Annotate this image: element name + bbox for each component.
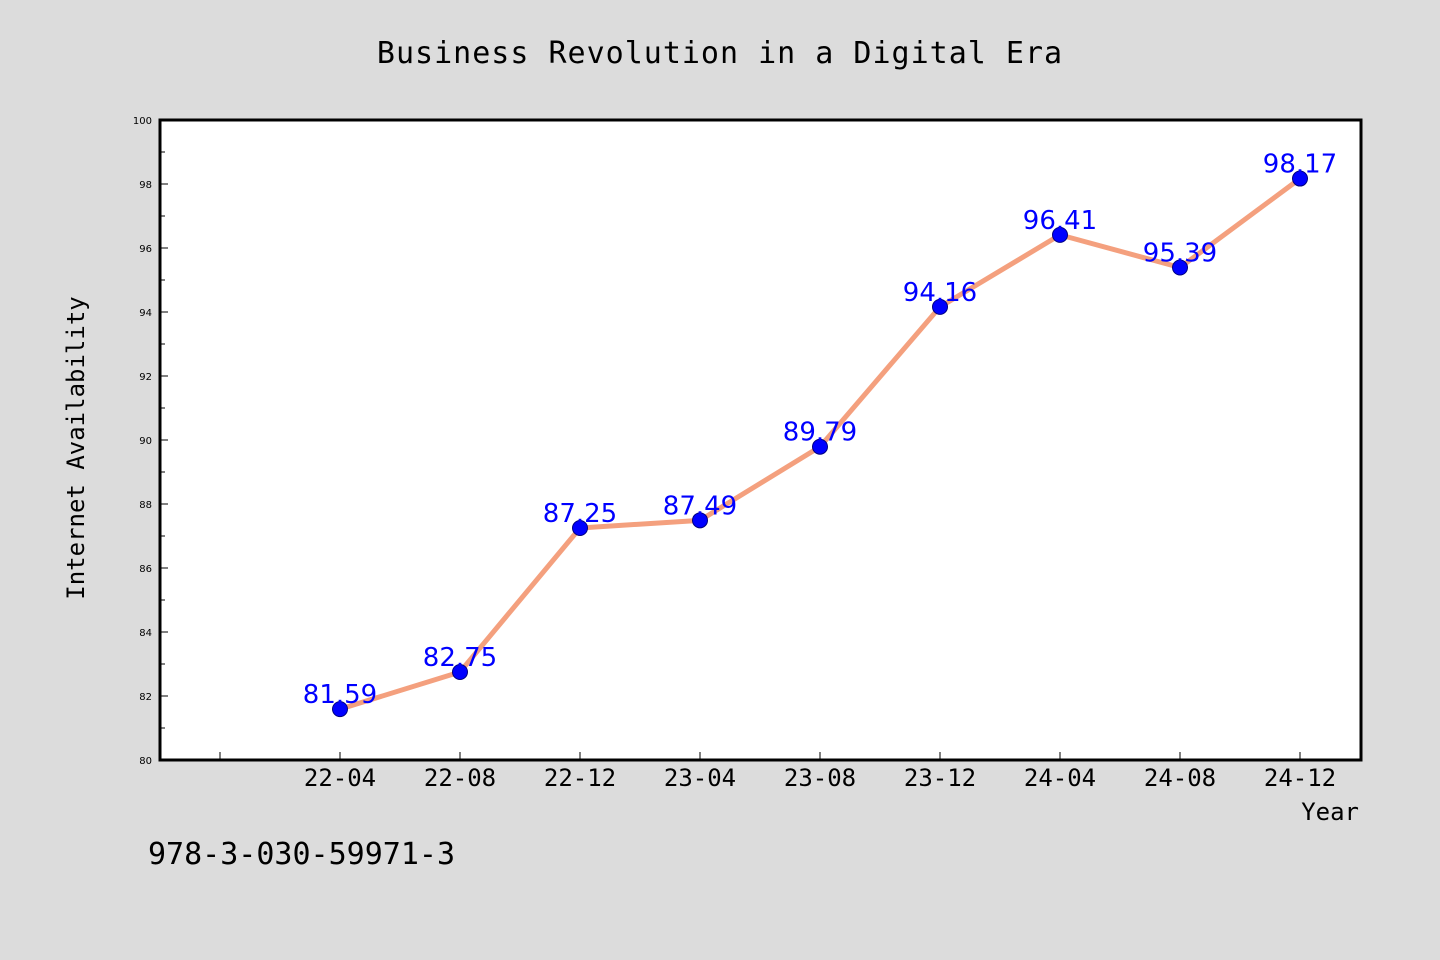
- y-tick-label: 86: [139, 564, 152, 575]
- y-tick-label: 84: [139, 628, 152, 639]
- caption-isbn: 978-3-030-59971-3: [148, 837, 455, 872]
- y-tick-label: 82: [139, 692, 152, 703]
- data-label: 81.59: [303, 680, 377, 710]
- y-tick-label: 90: [139, 436, 152, 447]
- data-point: [932, 298, 948, 315]
- y-tick-label: 96: [139, 244, 152, 255]
- y-tick-label: 94: [139, 308, 152, 319]
- y-tick-label: 100: [133, 116, 152, 127]
- y-tick-label: 88: [139, 500, 152, 511]
- x-tick-label: 23-04: [664, 764, 736, 792]
- data-label: 95.39: [1143, 239, 1217, 269]
- data-label: 82.75: [423, 643, 497, 673]
- x-axis: 22-04 22-08 22-12 23-04 23-08 23-12 24-04 24-08…: [219, 752, 1336, 792]
- plot-area: [158, 118, 1363, 762]
- y-tick-label: 92: [139, 372, 152, 383]
- series-group: 81.59 82.75 87.25 87.49 89.79 94.16 96.41 95.39…: [303, 150, 1337, 718]
- x-tick-label: 23-12: [904, 764, 976, 792]
- data-label: 89.79: [783, 418, 857, 448]
- x-tick-label: 24-08: [1144, 764, 1216, 792]
- data-point: [1052, 226, 1068, 243]
- data-point: [812, 438, 828, 455]
- data-label: 87.49: [663, 491, 737, 521]
- data-point: [332, 701, 348, 718]
- data-label: 87.25: [543, 499, 617, 529]
- data-point: [692, 512, 708, 529]
- data-point: [452, 664, 468, 680]
- x-tick-label: 24-12: [1264, 764, 1336, 792]
- data-point: [1292, 170, 1308, 187]
- x-tick-label: 22-04: [304, 764, 376, 792]
- y-tick-label: 98: [139, 180, 152, 191]
- chart-title: Business Revolution in a Digital Era: [377, 36, 1063, 71]
- data-label: 98.17: [1263, 150, 1337, 180]
- data-label: 96.41: [1023, 206, 1097, 236]
- x-tick-label: 22-12: [544, 764, 616, 792]
- data-label: 94.16: [903, 278, 977, 308]
- data-point: [1172, 259, 1188, 276]
- x-axis-label: Year: [1301, 798, 1359, 826]
- y-axis-label: Internet Availability: [62, 296, 90, 599]
- x-tick-label: 24-04: [1024, 764, 1096, 792]
- x-tick-label: 22-08: [424, 764, 496, 792]
- x-tick-label: 23-08: [784, 764, 856, 792]
- y-axis: 80 82 84 86 88 90 92 94 96 98 100: [133, 116, 168, 767]
- data-point: [572, 520, 588, 536]
- y-tick-label: 80: [139, 756, 152, 767]
